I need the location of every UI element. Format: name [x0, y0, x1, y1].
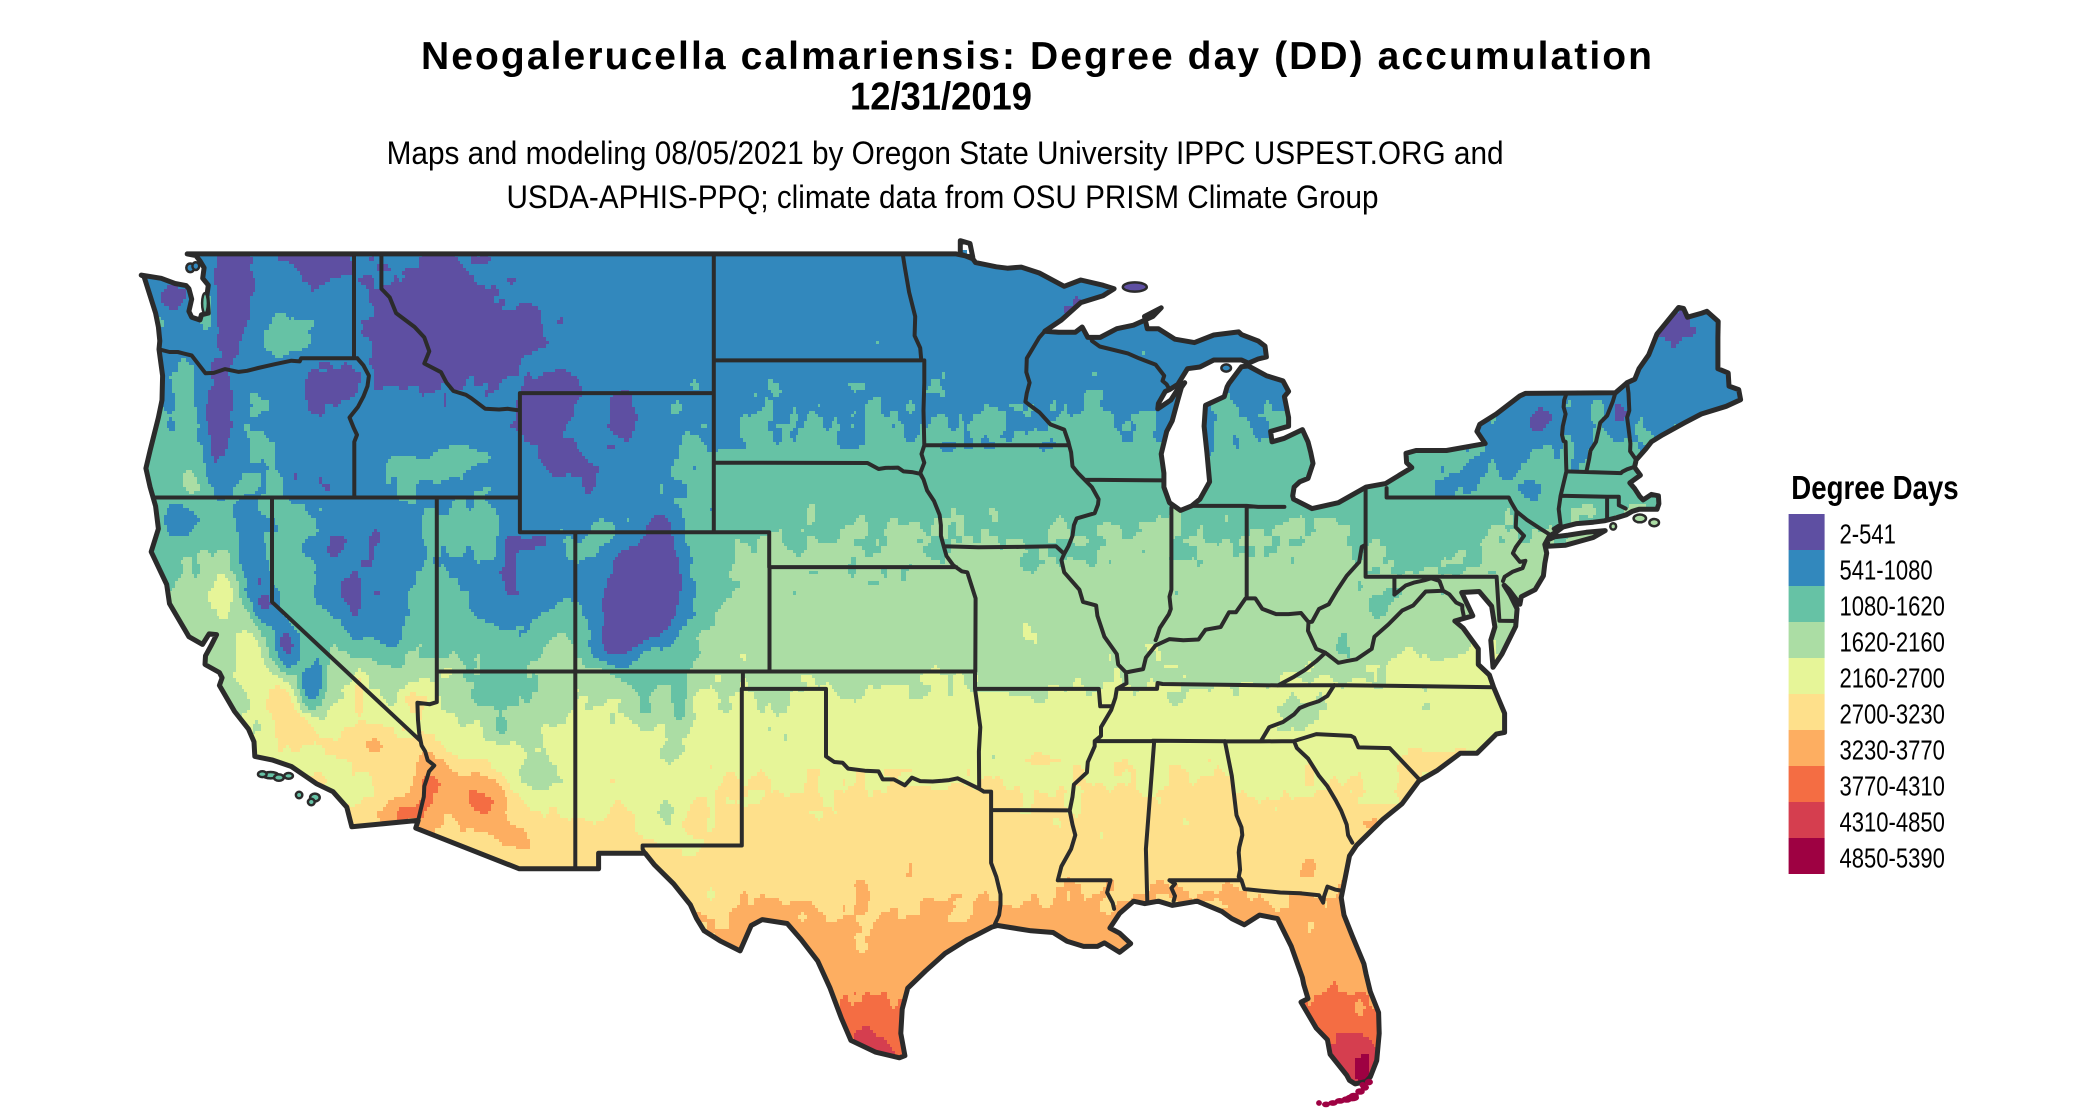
svg-text:3230-3770: 3230-3770	[1840, 735, 1945, 766]
svg-text:2-541: 2-541	[1840, 519, 1896, 550]
svg-text:4310-4850: 4310-4850	[1840, 807, 1945, 838]
svg-text:541-1080: 541-1080	[1840, 555, 1933, 586]
svg-text:2700-3230: 2700-3230	[1840, 699, 1945, 730]
svg-text:USDA-APHIS-PPQ; climate data f: USDA-APHIS-PPQ; climate data from OSU PR…	[507, 179, 1379, 215]
svg-text:Maps and modeling 08/05/2021 b: Maps and modeling 08/05/2021 by Oregon S…	[387, 135, 1504, 171]
svg-text:1620-2160: 1620-2160	[1840, 627, 1945, 658]
svg-text:2160-2700: 2160-2700	[1840, 663, 1945, 694]
svg-text:1080-1620: 1080-1620	[1840, 591, 1945, 622]
svg-text:3770-4310: 3770-4310	[1840, 771, 1945, 802]
svg-text:4850-5390: 4850-5390	[1840, 843, 1945, 874]
svg-text:Neogalerucella calmariensis: D: Neogalerucella calmariensis: Degree day …	[421, 35, 1652, 78]
svg-text:Degree Days: Degree Days	[1791, 469, 1958, 506]
svg-text:12/31/2019: 12/31/2019	[850, 76, 1032, 119]
